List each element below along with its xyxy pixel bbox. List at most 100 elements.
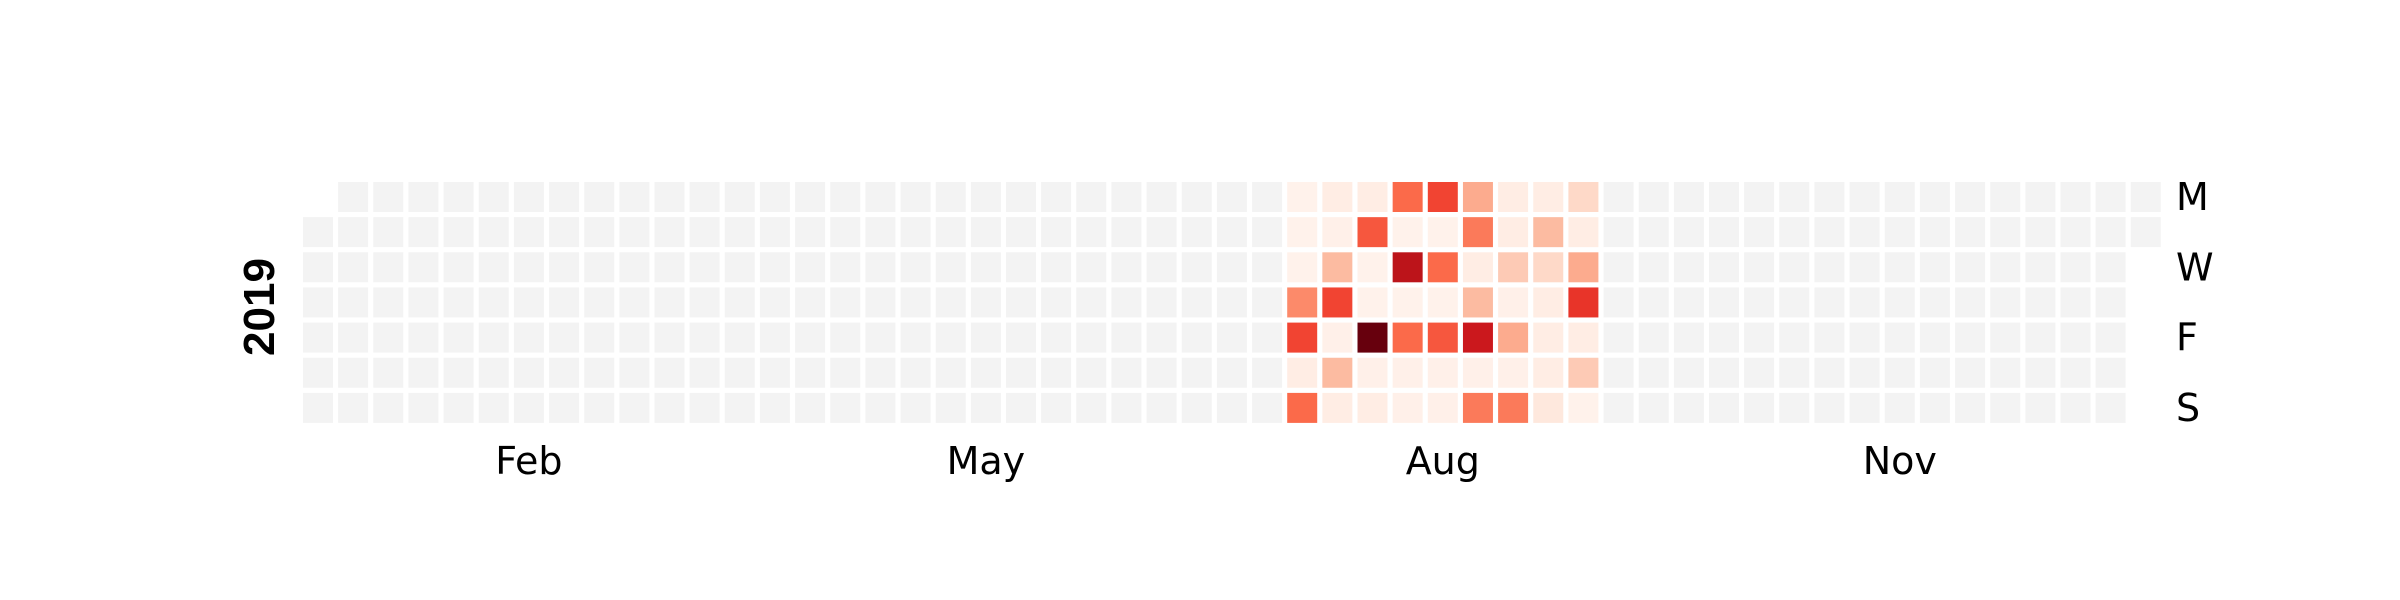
heatmap-cell xyxy=(935,217,966,248)
heatmap-cell xyxy=(2060,217,2091,248)
month-axis: Feb May Aug Nov xyxy=(495,439,1937,483)
heatmap-cell xyxy=(1673,217,1704,248)
heatmap-cell xyxy=(689,357,720,388)
heatmap-cell xyxy=(1638,357,1669,388)
heatmap-cell xyxy=(1533,322,1564,353)
heatmap-cell xyxy=(1884,182,1915,212)
heatmap-cell xyxy=(619,287,650,318)
heatmap-cell xyxy=(1181,357,1212,388)
heatmap-cell xyxy=(1181,322,1212,353)
heatmap-cell xyxy=(900,182,931,212)
heatmap-cell xyxy=(1322,217,1353,248)
heatmap-cell xyxy=(1427,217,1458,248)
heatmap-cell xyxy=(724,392,755,423)
heatmap-cell xyxy=(1814,392,1845,423)
heatmap-cell xyxy=(865,392,896,423)
heatmap-cell xyxy=(338,217,369,248)
heatmap-cell xyxy=(513,392,544,423)
heatmap-cell xyxy=(549,357,580,388)
heatmap-cell xyxy=(1919,217,1950,248)
heatmap-cell xyxy=(654,182,685,212)
heatmap-cell xyxy=(303,252,333,283)
heatmap-cell xyxy=(1709,392,1739,423)
heatmap-cell xyxy=(1041,217,1072,248)
heatmap-cell xyxy=(1638,252,1669,283)
heatmap-cell xyxy=(1603,182,1634,212)
heatmap-cell xyxy=(865,357,896,388)
heatmap-cell xyxy=(795,182,826,212)
heatmap-cell xyxy=(1955,182,1986,212)
heatmap-cell xyxy=(935,392,966,423)
heatmap-cell xyxy=(1076,217,1107,248)
year-label: 2019 xyxy=(235,258,284,356)
heatmap-cell xyxy=(1498,182,1529,212)
heatmap-cell xyxy=(373,392,404,423)
heatmap-cell xyxy=(1392,287,1423,318)
heatmap-cell xyxy=(1849,182,1880,212)
heatmap-cell xyxy=(513,287,544,318)
heatmap-cell xyxy=(970,182,1001,212)
heatmap-cell xyxy=(1357,322,1388,353)
heatmap-cell xyxy=(1779,217,1810,248)
heatmap-cell xyxy=(759,322,790,353)
heatmap-cell xyxy=(724,182,755,212)
heatmap-cell xyxy=(865,287,896,318)
heatmap-cell xyxy=(1111,217,1142,248)
heatmap-cell xyxy=(1498,287,1529,318)
heatmap-cell xyxy=(1884,217,1915,248)
heatmap-cell xyxy=(408,182,439,212)
heatmap-cell xyxy=(373,287,404,318)
heatmap-cell xyxy=(1814,357,1845,388)
heatmap-cell xyxy=(478,252,509,283)
heatmap-cell xyxy=(1006,252,1036,283)
heatmap-cell xyxy=(1709,182,1739,212)
heatmap-cell xyxy=(443,357,474,388)
heatmap-cell xyxy=(1146,322,1177,353)
heatmap-cell xyxy=(443,287,474,318)
heatmap-cell xyxy=(1955,392,1986,423)
heatmap-cell xyxy=(1638,287,1669,318)
heatmap-cell xyxy=(1252,392,1283,423)
heatmap-cell xyxy=(408,217,439,248)
heatmap-cell xyxy=(654,252,685,283)
heatmap-cell xyxy=(1181,392,1212,423)
heatmap-cell xyxy=(654,217,685,248)
heatmap-cell xyxy=(1955,357,1986,388)
heatmap-cell xyxy=(689,217,720,248)
heatmap-cell xyxy=(724,252,755,283)
heatmap-cell xyxy=(830,287,861,318)
heatmap-cell xyxy=(1076,357,1107,388)
heatmap-cell xyxy=(1216,357,1247,388)
heatmap-cell xyxy=(1884,252,1915,283)
heatmap-cell xyxy=(1041,252,1072,283)
heatmap-cell xyxy=(759,252,790,283)
month-label: Feb xyxy=(495,439,562,483)
weekday-label: W xyxy=(2176,245,2214,289)
heatmap-cell xyxy=(478,287,509,318)
heatmap-cell xyxy=(2025,357,2056,388)
heatmap-cell xyxy=(795,357,826,388)
heatmap-cell xyxy=(1252,252,1283,283)
heatmap-cell xyxy=(2095,322,2126,353)
heatmap-cell xyxy=(1568,287,1599,318)
heatmap-cell xyxy=(1252,322,1283,353)
heatmap-cell xyxy=(549,217,580,248)
heatmap-cell xyxy=(1533,287,1564,318)
heatmap-cell xyxy=(303,357,333,388)
heatmap-grid xyxy=(303,182,2161,423)
heatmap-cell xyxy=(654,287,685,318)
heatmap-cell xyxy=(513,217,544,248)
heatmap-cell xyxy=(1427,322,1458,353)
heatmap-cell xyxy=(1252,182,1283,212)
heatmap-cell xyxy=(1076,322,1107,353)
heatmap-cell xyxy=(1287,357,1318,388)
heatmap-cell xyxy=(1287,182,1318,212)
heatmap-cell xyxy=(1955,287,1986,318)
heatmap-cell xyxy=(619,322,650,353)
heatmap-cell xyxy=(935,322,966,353)
heatmap-cell xyxy=(1990,287,2021,318)
heatmap-cell xyxy=(1287,322,1318,353)
heatmap-cell xyxy=(865,252,896,283)
